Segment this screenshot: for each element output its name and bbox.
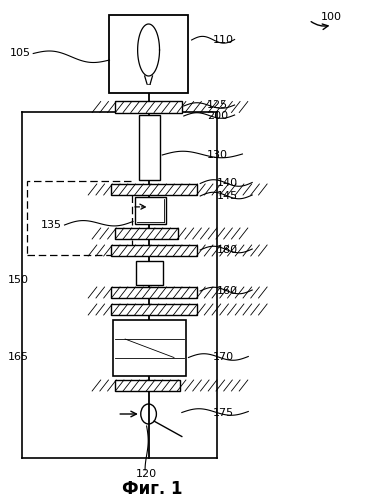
Bar [27,181,132,255]
Bar [111,245,197,256]
Bar [139,115,160,180]
Bar [115,102,182,112]
Text: 145: 145 [217,191,238,201]
Bar [115,228,178,239]
Bar [115,380,180,391]
Text: 105: 105 [10,48,31,58]
Text: 110: 110 [213,35,234,45]
Text: 180: 180 [217,245,238,255]
Text: 170: 170 [213,352,234,362]
Text: 165: 165 [8,352,29,362]
Text: 135: 135 [41,220,62,230]
Text: 160: 160 [217,286,238,296]
Text: Фиг. 1: Фиг. 1 [122,480,183,498]
Bar [111,287,197,298]
Text: 140: 140 [217,178,238,188]
Bar [109,15,188,92]
Bar [111,184,197,195]
Text: 125: 125 [207,100,228,110]
Text: 120: 120 [136,469,157,479]
Bar [136,261,163,285]
Bar [111,304,197,315]
Bar [113,320,186,376]
Text: 100: 100 [321,12,342,22]
Text: 150: 150 [8,275,29,285]
Text: 200: 200 [207,111,228,121]
Text: 175: 175 [213,408,234,418]
Bar [135,197,166,224]
Polygon shape [138,24,160,76]
Text: 130: 130 [207,150,228,160]
